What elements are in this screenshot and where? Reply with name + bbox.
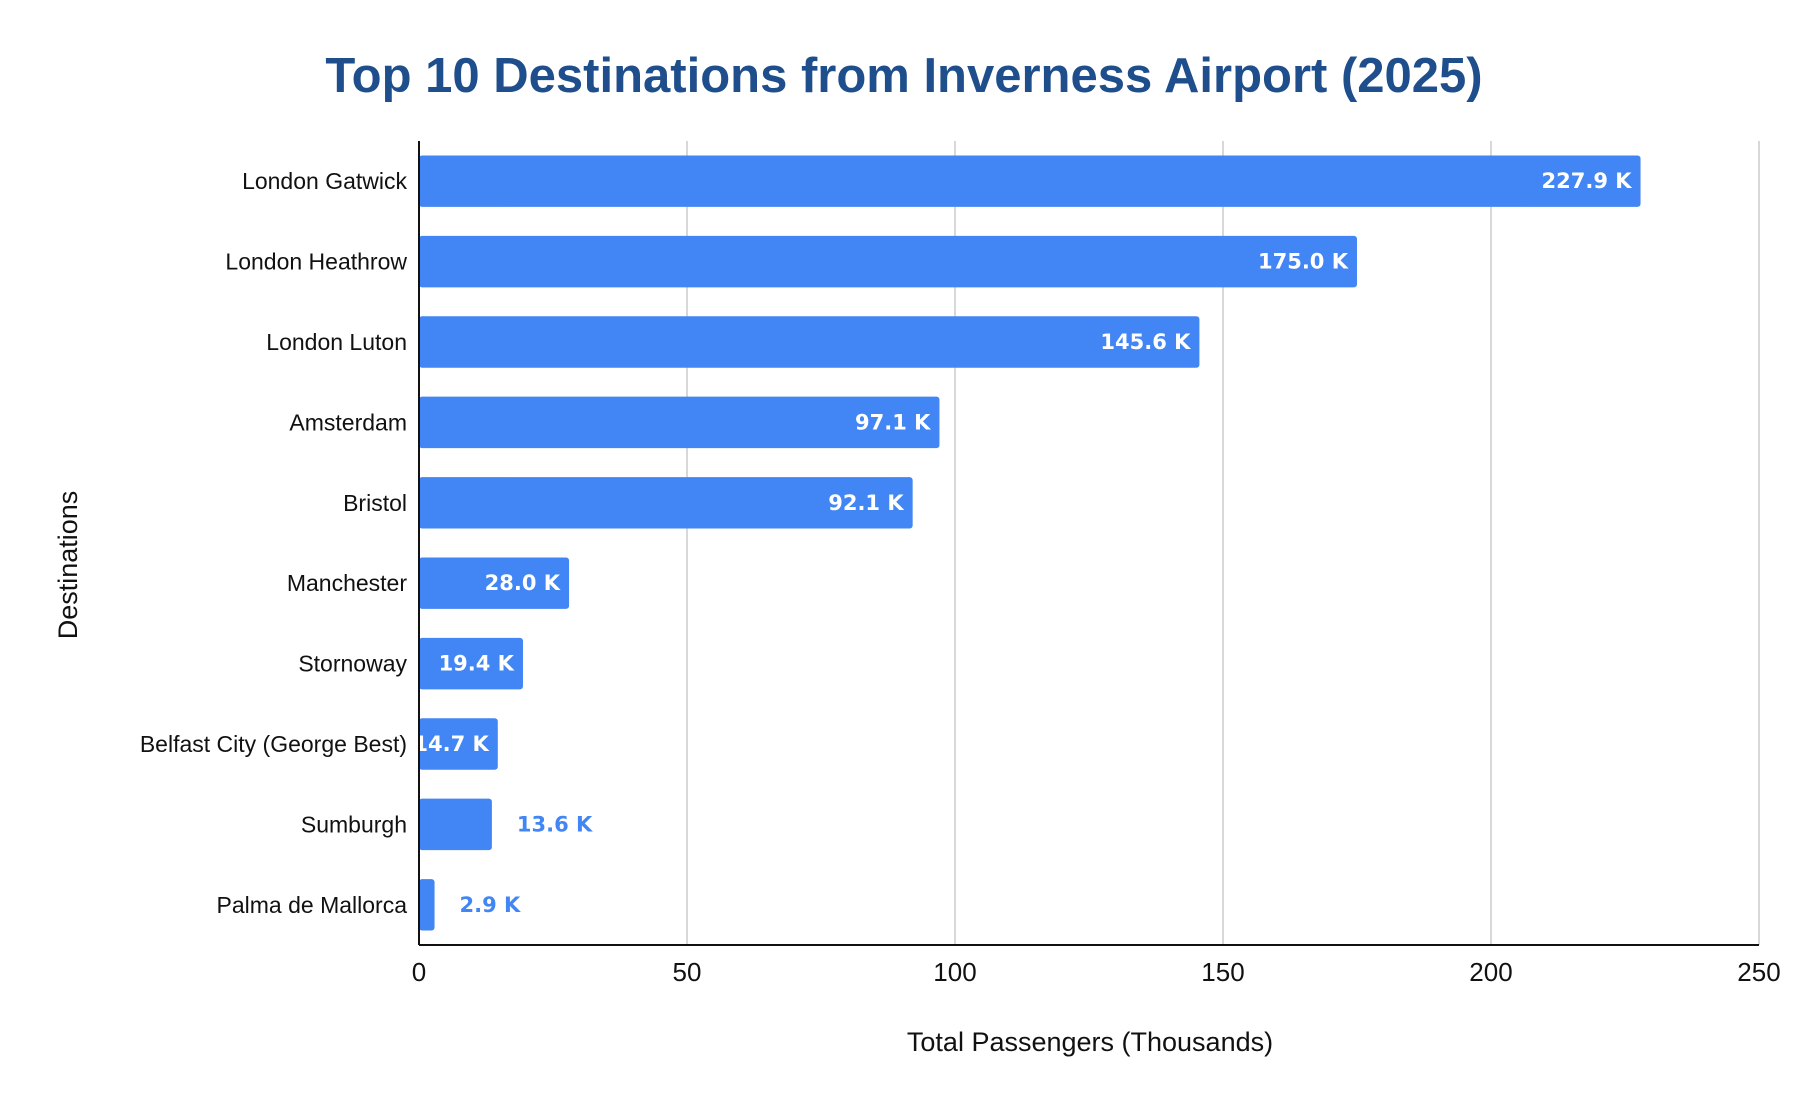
x-tick-label-0: 0 — [412, 957, 426, 987]
category-label: Amsterdam — [289, 409, 407, 435]
data-label: 2.9 K — [460, 893, 522, 917]
x-axis-ticks: 0 50 100 150 200 250 — [412, 957, 1781, 987]
data-label: 19.4 K — [439, 652, 515, 676]
category-label: Bristol — [343, 490, 407, 516]
bar-manchester — [419, 557, 570, 609]
category-label: Stornoway — [298, 651, 407, 677]
bar-palma-de-mallorca — [419, 879, 435, 931]
bars — [419, 155, 1641, 931]
category-label: Belfast City (George Best) — [140, 731, 407, 757]
data-label: 13.6 K — [517, 812, 593, 836]
bar-london-gatwick — [419, 155, 1641, 207]
x-axis-title: Total Passengers (Thousands) — [907, 1027, 1273, 1057]
y-axis-category-labels: London Gatwick London Heathrow London Luto… — [140, 168, 408, 918]
data-label: 227.9 K — [1542, 169, 1633, 193]
x-tick-label-50: 50 — [673, 957, 702, 987]
x-tick-label-200: 200 — [1469, 957, 1512, 987]
x-tick-label-150: 150 — [1201, 957, 1244, 987]
data-label: 175.0 K — [1258, 250, 1349, 274]
bar-sumburgh — [419, 798, 492, 851]
axes — [418, 141, 1759, 946]
bar-bristol — [419, 477, 913, 529]
data-labels: 227.9 K 175.0 K 145.6 K 97.1 K 92.1 K 28.0 K 1… — [413, 169, 1632, 917]
data-label: 97.1 K — [855, 410, 931, 434]
category-label: Palma de Mallorca — [217, 892, 408, 918]
bar-london-luton — [419, 316, 1200, 368]
category-label: Manchester — [287, 570, 408, 596]
data-label: 145.6 K — [1100, 330, 1191, 354]
y-axis-title: Destinations — [53, 491, 83, 640]
category-label: Sumburgh — [301, 811, 407, 837]
data-label: 92.1 K — [828, 491, 904, 515]
x-tick-label-250: 250 — [1737, 957, 1780, 987]
data-label: 28.0 K — [485, 571, 561, 595]
x-tick-label-100: 100 — [933, 957, 976, 987]
bar-belfast-city-george-best — [419, 718, 498, 770]
bar-amsterdam — [419, 396, 940, 449]
category-label: London Luton — [266, 329, 407, 355]
data-label: 14.7 K — [413, 732, 489, 756]
bar-london-heathrow — [419, 235, 1357, 288]
chart-title: Top 10 Destinations from Inverness Airpo… — [325, 49, 1482, 103]
category-label: London Gatwick — [242, 168, 407, 194]
bar-stornoway — [419, 637, 523, 690]
category-label: London Heathrow — [225, 249, 407, 275]
